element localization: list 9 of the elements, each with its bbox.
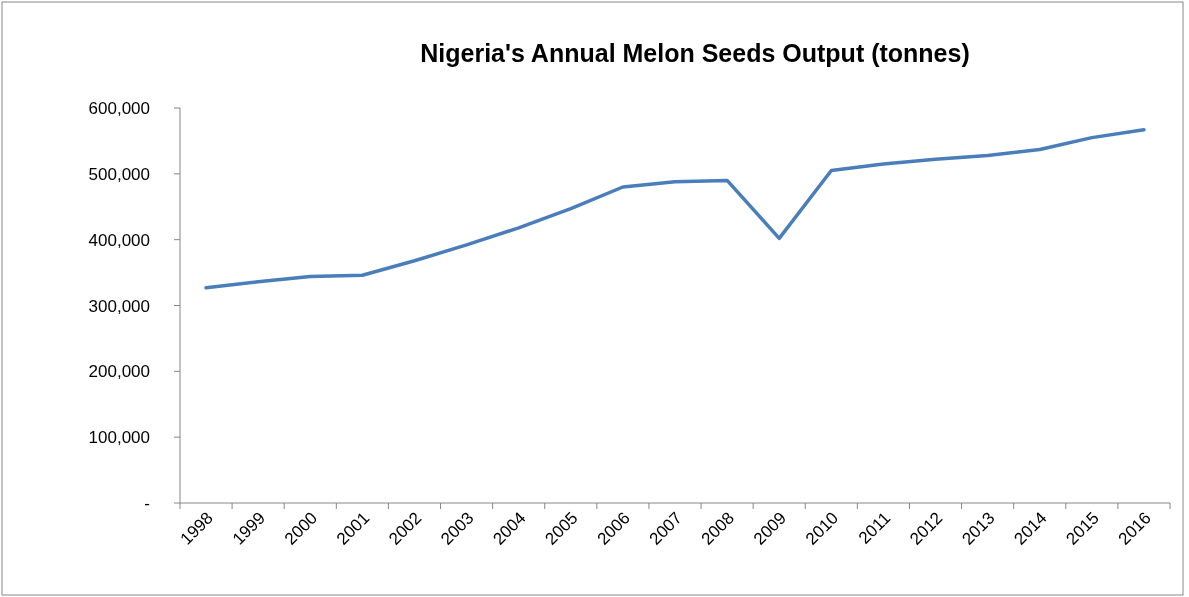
- y-tick-label: 200,000: [88, 362, 150, 382]
- y-tick-label: 300,000: [88, 296, 150, 316]
- y-tick-label: 600,000: [88, 99, 150, 118]
- line-series: [204, 127, 1146, 290]
- y-tick-label: 400,000: [88, 230, 150, 250]
- y-tick-label: 100,000: [88, 428, 150, 448]
- chart-title: Nigeria's Annual Melon Seeds Output (tonnes): [420, 39, 970, 67]
- y-tick-label: -: [144, 494, 150, 513]
- y-tick-label: 500,000: [88, 164, 150, 184]
